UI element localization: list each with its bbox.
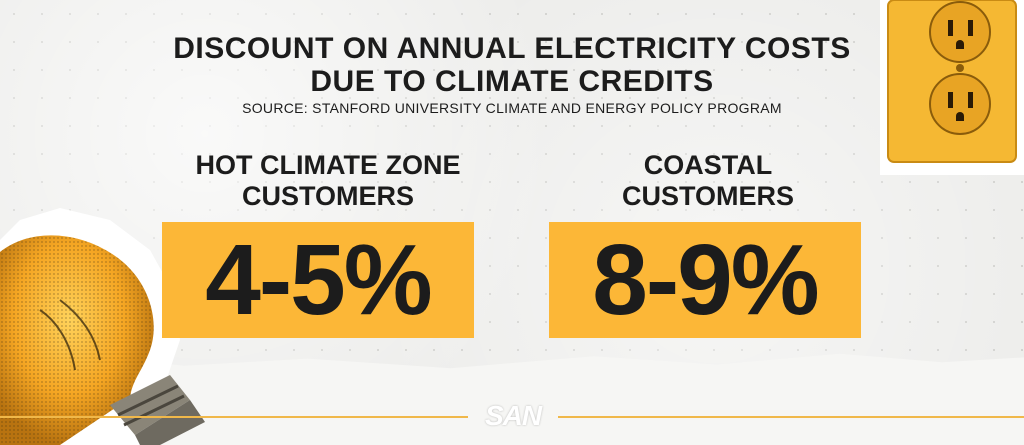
light-bulb-icon xyxy=(0,208,205,445)
coastal-value: 8-9% xyxy=(549,222,861,338)
hot-climate-label-line-2: CUSTOMERS xyxy=(241,181,415,211)
footer-divider-right xyxy=(558,416,1024,418)
hot-climate-label-line-1: HOT CLIMATE ZONE xyxy=(195,150,461,180)
title-line-2: DUE TO CLIMATE CREDITS xyxy=(310,65,714,98)
source-caption: SOURCE: STANFORD UNIVERSITY CLIMATE AND … xyxy=(242,100,782,116)
coastal-label-line-2: CUSTOMERS xyxy=(621,181,795,211)
page-title: DISCOUNT ON ANNUAL ELECTRICITY COSTS DUE… xyxy=(0,32,1024,98)
footer-divider-left xyxy=(0,416,468,418)
title-line-1: DISCOUNT ON ANNUAL ELECTRICITY COSTS xyxy=(173,32,851,65)
san-logo: SAN xyxy=(484,400,542,431)
hot-climate-label: HOT CLIMATE ZONE CUSTOMERS xyxy=(168,150,488,212)
hot-climate-value: 4-5% xyxy=(162,222,474,338)
power-outlet-icon xyxy=(880,0,1024,175)
coastal-label: COASTAL CUSTOMERS xyxy=(548,150,868,212)
coastal-label-line-1: COASTAL xyxy=(643,150,773,180)
